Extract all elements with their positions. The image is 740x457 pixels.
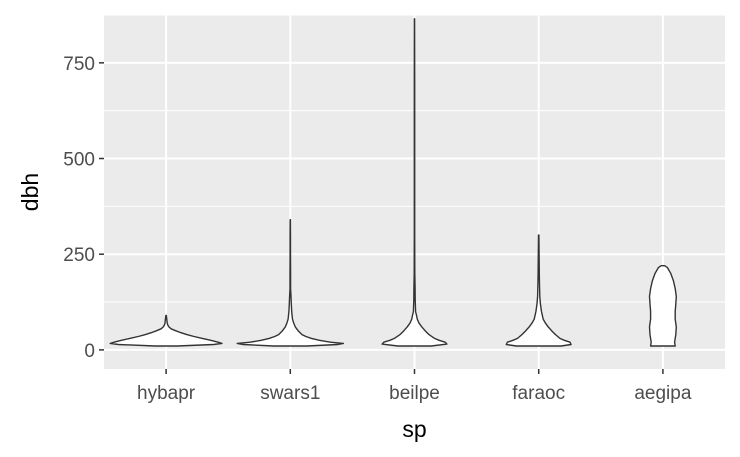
violin-aegipa [648,265,677,347]
violin-swars1 [236,219,345,347]
y-axis-ticks: 0 250 500 750 [63,54,104,362]
x-axis-ticks: hybapr swars1 beilpe faraoc aegipa [137,369,692,404]
y-tick-label: 500 [63,150,95,171]
violin-beilpe [381,18,448,347]
y-tick-label: 0 [84,341,95,362]
y-tick-label: 250 [63,245,95,266]
x-tick-label-aegipa: aegipa [634,383,691,404]
x-axis-title: sp [402,416,426,442]
y-axis-title: dbh [17,173,43,211]
violin-faraoc [505,234,572,347]
x-tick-label-hybapr: hybapr [137,383,196,404]
x-tick-label-faraoc: faraoc [512,383,565,404]
y-tick-label: 750 [63,54,95,75]
x-tick-label-swars1: swars1 [260,383,320,404]
violin-hybapr [109,314,223,347]
violins [109,18,677,347]
x-tick-label-beilpe: beilpe [389,383,440,404]
